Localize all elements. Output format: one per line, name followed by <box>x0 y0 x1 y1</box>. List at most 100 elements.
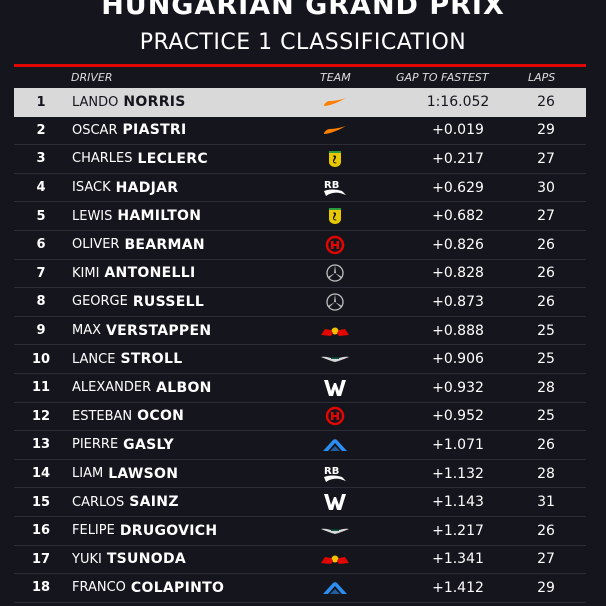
position-number: 3 <box>36 151 46 167</box>
driver-first-name: LIAM <box>72 466 104 482</box>
driver-first-name: CHARLES <box>72 151 133 167</box>
driver-name: ALEXANDER ALBON <box>72 374 212 402</box>
gap-to-fastest: +1.071 <box>432 436 484 453</box>
haas-logo-icon <box>320 403 350 431</box>
lap-count: 26 <box>537 293 555 310</box>
lap-count: 29 <box>537 579 555 596</box>
lap-count: 27 <box>537 551 555 568</box>
driver-last-name: BEARMAN <box>124 236 205 253</box>
driver-last-name: VERSTAPPEN <box>106 322 212 339</box>
table-row: 11 ALEXANDER ALBON +0.932 28 <box>14 374 586 403</box>
lap-count: 26 <box>537 522 555 539</box>
gap-to-fastest: +0.682 <box>432 208 484 225</box>
table-row: 3 CHARLES LECLERC +0.217 27 <box>14 145 586 174</box>
mclaren-logo-icon <box>320 117 350 145</box>
column-header-row: DRIVER TEAM GAP TO FASTEST LAPS <box>14 67 586 88</box>
driver-last-name: COLAPINTO <box>130 579 225 596</box>
table-row: 17 YUKI TSUNODA +1.341 27 <box>14 546 586 575</box>
lap-count: 26 <box>537 94 555 111</box>
position-number: 15 <box>31 494 51 510</box>
table-row: 14 LIAM LAWSON RB +1.132 28 <box>14 460 586 489</box>
driver-last-name: ALBON <box>156 379 212 396</box>
driver-last-name: TSUNODA <box>106 551 187 568</box>
table-row: 8 GEORGE RUSSELL +0.873 26 <box>14 288 586 317</box>
gap-to-fastest: +1.143 <box>432 494 484 511</box>
driver-last-name: STROLL <box>120 351 183 368</box>
svg-text:RB: RB <box>324 180 339 191</box>
table-row: 10 LANCE STROLL +0.906 25 <box>14 345 586 374</box>
position-number: 6 <box>36 237 46 253</box>
lap-count: 30 <box>537 179 555 196</box>
mercedes-logo-icon <box>320 260 350 288</box>
driver-first-name: ALEXANDER <box>72 380 152 396</box>
table-row: 5 LEWIS HAMILTON +0.682 27 <box>14 202 586 231</box>
position-number: 13 <box>31 437 51 453</box>
ferrari-logo-icon <box>320 202 350 230</box>
driver-name: MAX VERSTAPPEN <box>72 317 211 345</box>
table-row: 4 ISACK HADJAR RB +0.629 30 <box>14 174 586 203</box>
driver-name: FRANCO COLAPINTO <box>72 574 224 602</box>
mclaren-logo-icon <box>320 88 350 117</box>
driver-first-name: GEORGE <box>72 294 128 310</box>
driver-first-name: LANDO <box>72 94 119 110</box>
lap-count: 25 <box>537 408 555 425</box>
column-header-team: TEAM <box>320 71 351 84</box>
lap-count: 31 <box>537 494 555 511</box>
lap-count: 29 <box>537 122 555 139</box>
header-divider <box>14 64 586 67</box>
lap-count: 25 <box>537 351 555 368</box>
driver-last-name: PIASTRI <box>122 122 187 139</box>
classification-rows: 1 LANDO NORRIS 1:16.052 26 2 OSCAR PIAST… <box>14 88 586 603</box>
driver-name: ISACK HADJAR <box>72 174 178 202</box>
position-number: 16 <box>31 523 51 539</box>
driver-name: OLIVER BEARMAN <box>72 231 205 259</box>
lap-count: 25 <box>537 322 555 339</box>
driver-name: CHARLES LECLERC <box>72 145 208 173</box>
driver-first-name: ISACK <box>72 180 111 196</box>
gap-to-fastest: +1.412 <box>432 579 484 596</box>
table-row: 12 ESTEBAN OCON +0.952 25 <box>14 403 586 432</box>
driver-last-name: RUSSELL <box>132 293 205 310</box>
gap-to-fastest: +0.828 <box>432 265 484 282</box>
position-number: 18 <box>31 580 51 596</box>
driver-name: LANDO NORRIS <box>72 88 186 117</box>
racing-bulls-logo-icon: RB <box>320 460 350 488</box>
position-number: 9 <box>36 323 46 339</box>
lap-count: 27 <box>537 208 555 225</box>
position-number: 1 <box>36 94 46 110</box>
driver-first-name: CARLOS <box>72 494 125 510</box>
driver-name: FELIPE DRUGOVICH <box>72 517 217 545</box>
gap-to-fastest: 1:16.052 <box>426 94 490 111</box>
position-number: 10 <box>31 351 51 367</box>
driver-first-name: YUKI <box>72 551 102 567</box>
gap-to-fastest: +1.217 <box>432 522 484 539</box>
lap-count: 27 <box>537 150 555 167</box>
table-row: 9 MAX VERSTAPPEN +0.888 25 <box>14 317 586 346</box>
table-row: 6 OLIVER BEARMAN +0.826 26 <box>14 231 586 260</box>
driver-last-name: HADJAR <box>115 179 179 196</box>
driver-first-name: LANCE <box>72 351 116 367</box>
driver-last-name: OCON <box>137 408 185 425</box>
gap-to-fastest: +0.952 <box>432 408 484 425</box>
alpine-logo-icon <box>320 574 350 602</box>
position-number: 14 <box>31 466 51 482</box>
williams-logo-icon <box>320 488 350 516</box>
gap-to-fastest: +1.132 <box>432 465 484 482</box>
position-number: 2 <box>36 122 46 138</box>
driver-name: LEWIS HAMILTON <box>72 202 201 230</box>
ferrari-logo-icon <box>320 145 350 173</box>
driver-name: ESTEBAN OCON <box>72 403 184 431</box>
driver-name: GEORGE RUSSELL <box>72 288 204 316</box>
gap-to-fastest: +0.629 <box>432 179 484 196</box>
gap-to-fastest: +0.906 <box>432 351 484 368</box>
table-row: 2 OSCAR PIASTRI +0.019 29 <box>14 117 586 146</box>
lap-count: 28 <box>537 379 555 396</box>
aston-martin-logo-icon <box>320 517 350 545</box>
column-header-driver: DRIVER <box>71 71 113 84</box>
driver-name: YUKI TSUNODA <box>72 546 186 574</box>
column-header-laps: LAPS <box>528 71 556 84</box>
driver-last-name: NORRIS <box>123 94 186 111</box>
driver-name: PIERRE GASLY <box>72 431 174 459</box>
gap-to-fastest: +0.932 <box>432 379 484 396</box>
haas-logo-icon <box>320 231 350 259</box>
